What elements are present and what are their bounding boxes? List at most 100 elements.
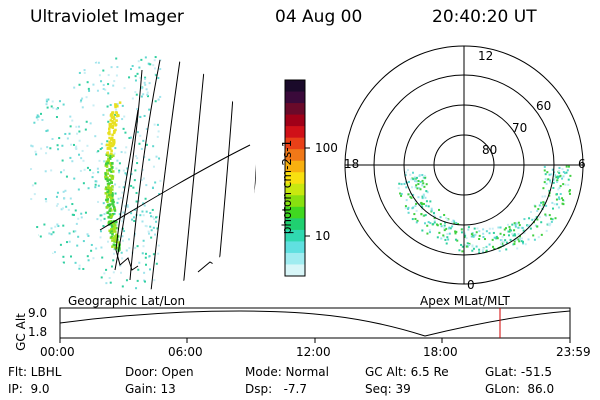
polar-aurora-pixel [537,236,540,239]
geo-pixel [92,257,95,260]
geo-pixel [115,108,118,111]
geo-pixel [30,59,33,62]
polar-aurora-pixel [513,229,516,232]
geo-pixel [154,100,157,103]
geo-pixel [50,105,53,108]
geo-pixel [123,115,126,118]
geo-pixel [73,86,76,89]
colorbar-tick-10: 10 [315,229,331,243]
geo-pixel [99,219,102,222]
geo-pixel [46,129,49,132]
geo-pixel [153,67,156,70]
geo-pixel [121,104,124,107]
geo-aurora-pixel [113,130,116,133]
polar-aurora-pixel [501,240,504,243]
polar-aurora-pixel [495,237,498,240]
geo-pixel [97,61,100,64]
geo-aurora-pixel [109,231,113,234]
polar-aurora-pixel [513,243,516,246]
polar-aurora-pixel [550,220,553,223]
geo-pixel [51,137,54,140]
geo-pixel [151,208,154,211]
polar-aurora-pixel [548,189,551,192]
polar-aurora-pixel [443,235,446,238]
geo-aurora-pixel [118,248,121,251]
geo-pixel [114,192,117,195]
polar-aurora-pixel [415,209,418,212]
geo-pixel [47,98,50,101]
polar-aurora-pixel [547,178,550,181]
polar-aurora-pixel [420,201,423,204]
geo-pixel [43,223,46,226]
geo-pixel [154,56,157,59]
geo-aurora-pixel [107,154,110,157]
geo-pixel [65,175,68,178]
geo-aurora-pixel [112,142,116,146]
polar-aurora-pixel [543,181,546,184]
geo-pixel [74,209,77,212]
polar-aurora-pixel [451,220,454,223]
polar-aurora-pixel [419,180,422,183]
geo-pixel [103,217,106,220]
geo-pixel [132,216,135,219]
polar-aurora-pixel [444,221,447,224]
polar-aurora-pixel [415,202,418,205]
polar-aurora-pixel [447,238,450,241]
geo-aurora-pixel [105,165,109,168]
geo-aurora-pixel [111,202,114,205]
geo-aurora-pixel [111,236,115,240]
geo-pixel [136,157,139,160]
polar-aurora-pixel [423,174,426,177]
geo-aurora-pixel [111,126,115,130]
geo-pixel [60,267,63,270]
polar-aurora-pixel [443,227,446,230]
geo-pixel [141,210,144,213]
geo-pixel [50,233,53,236]
geo-pixel [30,102,33,105]
geo-pixel [50,62,53,65]
geo-pixel [96,151,99,154]
geo-pixel [49,272,52,275]
geo-pixel [33,106,36,109]
polar-aurora-pixel [554,217,557,220]
geo-pixel [92,104,95,107]
geo-pixel [70,286,73,289]
polar-aurora-pixel [464,234,467,237]
geo-pixel [51,252,54,255]
polar-aurora-pixel [552,186,555,189]
geo-pixel [55,57,58,60]
info-gain: Gain: 13 [125,382,176,396]
polar-aurora-pixel [553,175,556,178]
geo-pixel [60,171,63,174]
geo-pixel [43,60,46,63]
geo-pixel [41,119,44,122]
polar-aurora-pixel [544,178,547,181]
geo-pixel [62,255,65,258]
geo-pixel [144,197,147,200]
geo-pixel [134,246,137,249]
polar-aurora-pixel [499,226,502,229]
polar-aurora-pixel [507,230,510,233]
geo-pixel [52,68,55,71]
geo-pixel [148,82,151,85]
polar-aurora-pixel [513,233,516,236]
polar-aurora-pixel [414,186,417,189]
polar-aurora-pixel [514,222,517,225]
polar-aurora-pixel [460,231,463,234]
geo-pixel [55,55,58,58]
geo-pixel [130,184,133,187]
geo-pixel [102,225,105,228]
geo-pixel [55,204,58,207]
polar-aurora-pixel [467,228,470,231]
geo-pixel [86,81,89,84]
geo-pixel [68,240,71,243]
geo-pixel [142,239,145,242]
geo-pixel [99,214,102,217]
geo-pixel [51,100,54,103]
geo-pixel [138,66,141,69]
polar-aurora-pixel [551,218,554,221]
polar-aurora-pixel [399,192,402,195]
geo-pixel [61,207,64,210]
polar-aurora-pixel [523,218,526,221]
geo-pixel [55,108,58,111]
